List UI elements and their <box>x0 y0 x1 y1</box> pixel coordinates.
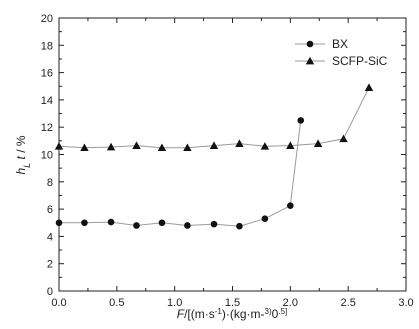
legend-item: BX <box>295 37 348 51</box>
x-tick-label: 2.0 <box>283 297 298 309</box>
y-tick-label: 10 <box>41 150 53 162</box>
data-point <box>132 141 141 149</box>
legend-marker <box>306 40 314 48</box>
x-tick-label: 2.5 <box>341 297 356 309</box>
series-scfp-sic <box>54 83 374 152</box>
data-point <box>210 220 218 228</box>
data-point <box>55 219 63 227</box>
data-point <box>313 139 323 147</box>
series-bx <box>55 117 305 230</box>
legend-label: SCFP-SiC <box>332 54 388 68</box>
data-point <box>287 202 294 209</box>
y-tick-label: 6 <box>47 204 53 216</box>
y-tick-label: 8 <box>47 177 53 189</box>
series-line <box>58 87 370 149</box>
x-tick-label: 1.0 <box>167 297 182 309</box>
y-tick-label: 20 <box>41 13 53 25</box>
series-line <box>59 120 302 227</box>
data-point <box>80 143 89 152</box>
data-point <box>107 218 115 226</box>
data-point <box>286 141 295 149</box>
y-tick-label: 0 <box>47 286 53 298</box>
data-point <box>236 222 243 230</box>
data-point <box>209 141 219 149</box>
data-point <box>339 134 348 143</box>
x-tick-label: 1.5 <box>225 297 240 309</box>
y-tick-label: 4 <box>47 231 53 243</box>
data-point <box>183 143 192 152</box>
data-point <box>81 219 88 227</box>
data-point <box>235 139 244 147</box>
y-tick-label: 16 <box>41 68 53 80</box>
y-tick-label: 2 <box>47 259 53 271</box>
y-axis-label: hL t / % <box>14 135 32 174</box>
data-point <box>106 142 116 151</box>
legend-label: BX <box>332 37 348 51</box>
data-point <box>364 83 374 91</box>
y-tick-label: 14 <box>41 95 53 107</box>
data-point <box>54 142 64 150</box>
data-point <box>158 219 166 227</box>
data-point <box>260 142 270 150</box>
x-tick-label: 3.0 <box>398 297 413 309</box>
data-point <box>184 222 191 229</box>
y-tick-label: 12 <box>41 122 53 134</box>
data-point <box>133 222 140 229</box>
legend-item: SCFP-SiC <box>295 54 388 68</box>
x-tick-label: 0.0 <box>51 297 66 309</box>
x-tick-label: 0.5 <box>109 297 124 309</box>
data-point <box>297 117 305 124</box>
legend-marker <box>305 56 315 65</box>
data-point <box>157 143 167 152</box>
x-axis-label: F/[(m·s-1)·(kg·m-3)0.5] <box>177 307 288 322</box>
y-tick-label: 18 <box>41 40 53 52</box>
series-layer <box>54 83 374 230</box>
legend: BX SCFP-SiC <box>295 37 388 68</box>
y-axis: 0 2 4 6 8 10 12 14 16 18 20 <box>41 13 406 298</box>
x-axis: 0.0 0.5 1.0 1.5 2.0 2.5 3.0 <box>51 18 414 309</box>
data-point <box>261 215 269 222</box>
